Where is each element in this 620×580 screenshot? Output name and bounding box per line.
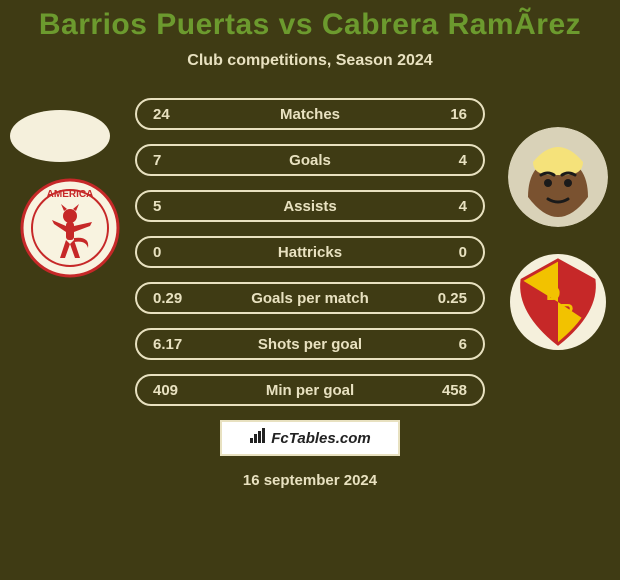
stat-label: Goals per match xyxy=(203,290,417,307)
stat-left-value: 0 xyxy=(153,244,203,261)
stat-left-value: 409 xyxy=(153,382,203,399)
stat-right-value: 0 xyxy=(417,244,467,261)
club-right-crest: D P xyxy=(508,252,608,352)
stat-label: Shots per goal xyxy=(203,336,417,353)
stat-right-value: 6 xyxy=(417,336,467,353)
player-left-avatar xyxy=(10,110,110,162)
stat-row: 24Matches16 xyxy=(135,98,485,130)
stat-left-value: 6.17 xyxy=(153,336,203,353)
stat-row: 7Goals4 xyxy=(135,144,485,176)
player-right-avatar xyxy=(508,127,608,227)
club-right-letter-d: D xyxy=(546,283,560,305)
stat-right-value: 16 xyxy=(417,106,467,123)
club-left-crest-svg: AMERICA xyxy=(20,178,120,278)
stat-label: Min per goal xyxy=(203,382,417,399)
club-left-label: AMERICA xyxy=(47,189,94,200)
stat-row: 5Assists4 xyxy=(135,190,485,222)
stat-label: Matches xyxy=(203,106,417,123)
stat-label: Assists xyxy=(203,198,417,215)
stat-row: 0.29Goals per match0.25 xyxy=(135,282,485,314)
stat-row: 409Min per goal458 xyxy=(135,374,485,406)
stat-label: Goals xyxy=(203,152,417,169)
comparison-card: Barrios Puertas vs Cabrera RamÃrez Club … xyxy=(0,0,620,580)
player-right-avatar-svg xyxy=(508,127,608,227)
stat-left-value: 7 xyxy=(153,152,203,169)
stat-row: 0Hattricks0 xyxy=(135,236,485,268)
stat-right-value: 4 xyxy=(417,152,467,169)
stat-row: 6.17Shots per goal6 xyxy=(135,328,485,360)
stat-right-value: 0.25 xyxy=(417,290,467,307)
stat-right-value: 4 xyxy=(417,198,467,215)
stat-left-value: 0.29 xyxy=(153,290,203,307)
subtitle: Club competitions, Season 2024 xyxy=(0,52,620,70)
bar-chart-icon xyxy=(249,428,267,448)
club-right-letter-p: P xyxy=(560,301,573,323)
source-badge: FcTables.com xyxy=(220,420,400,456)
source-label: FcTables.com xyxy=(271,430,370,447)
club-right-crest-svg: D P xyxy=(508,252,608,352)
stat-label: Hattricks xyxy=(203,244,417,261)
date-label: 16 september 2024 xyxy=(0,472,620,489)
page-title: Barrios Puertas vs Cabrera RamÃrez xyxy=(0,8,620,42)
stat-rows: 24Matches167Goals45Assists40Hattricks00.… xyxy=(135,98,485,406)
stat-right-value: 458 xyxy=(417,382,467,399)
stat-left-value: 24 xyxy=(153,106,203,123)
stat-left-value: 5 xyxy=(153,198,203,215)
club-left-crest: AMERICA xyxy=(20,178,120,278)
